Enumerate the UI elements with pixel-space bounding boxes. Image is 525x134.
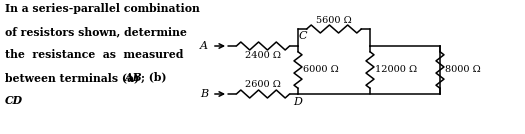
Text: 8000 Ω: 8000 Ω [445,66,481,75]
Text: 2600 Ω: 2600 Ω [245,80,281,89]
Text: between terminals (a): between terminals (a) [5,72,143,83]
Text: In a series-parallel combination: In a series-parallel combination [5,3,200,14]
Text: D: D [293,97,302,107]
Text: the  resistance  as  measured: the resistance as measured [5,49,183,60]
Text: ; (b): ; (b) [141,72,166,83]
Text: CD: CD [5,95,23,106]
Text: 2400 Ω: 2400 Ω [245,51,281,60]
Text: 6000 Ω: 6000 Ω [303,66,339,75]
Text: C: C [299,31,308,41]
Text: AB: AB [125,72,143,83]
Text: 5600 Ω: 5600 Ω [316,16,352,25]
Text: of resistors shown, determine: of resistors shown, determine [5,26,187,37]
Text: A: A [200,41,208,51]
Text: 12000 Ω: 12000 Ω [375,66,417,75]
Text: B: B [200,89,208,99]
